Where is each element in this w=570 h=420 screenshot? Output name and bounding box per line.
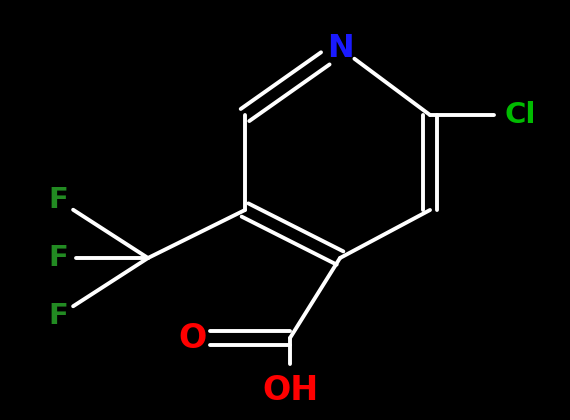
Text: Cl: Cl xyxy=(504,101,536,129)
Text: F: F xyxy=(48,186,68,214)
Text: N: N xyxy=(327,32,353,63)
Text: O: O xyxy=(178,321,206,354)
Text: F: F xyxy=(48,302,68,330)
Text: F: F xyxy=(48,244,68,272)
Text: OH: OH xyxy=(262,373,318,407)
